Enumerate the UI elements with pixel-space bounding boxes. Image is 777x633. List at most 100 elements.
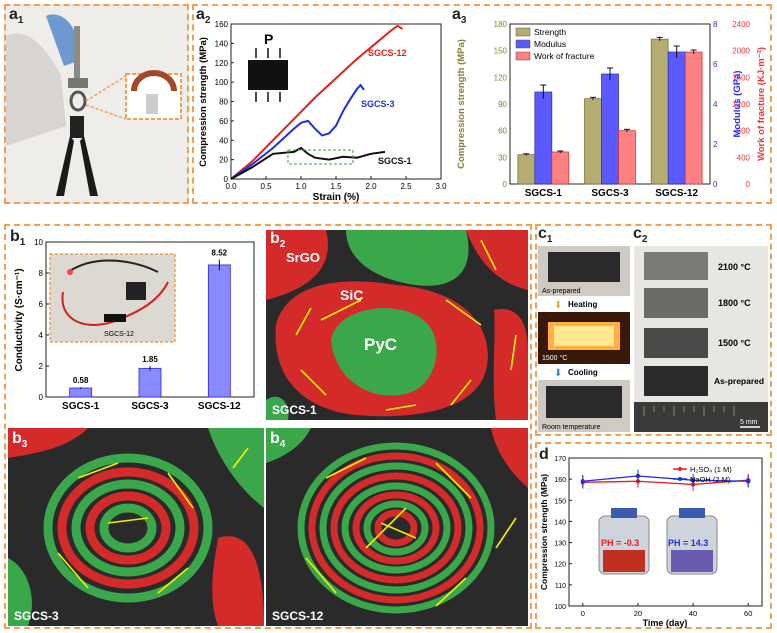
b2-tag: SGCS-1 — [272, 403, 317, 417]
b1-ytick-label: 10 — [34, 238, 43, 247]
d-ph-base: PH = 14.3 — [668, 538, 708, 548]
b1-ytick-label: 0 — [39, 393, 44, 402]
chart-a3-bars: SGCS-1 SGCS-3 SGCS-12 0 30 60 90 120 150 180 0 2 4 6 8… — [456, 20, 767, 199]
a3-ytick3-label: 2000 — [732, 47, 750, 56]
b2-label-srgo: SrGO — [286, 250, 320, 265]
a3-legend-work: Work of fracture — [534, 51, 595, 61]
panel-label-b2: b2 — [270, 230, 286, 251]
a3-ytick2-label: 0 — [713, 180, 718, 189]
b4-tag: SGCS-12 — [272, 609, 324, 623]
d-ytick-label: 140 — [554, 519, 566, 526]
d-ytick-label: 150 — [554, 498, 566, 505]
d-ytick-label: 120 — [554, 562, 566, 569]
a2-series-line-sgcs-1 — [230, 146, 386, 180]
a3-ytick2-label: 4 — [713, 100, 718, 109]
a2-compression-inset: P — [248, 31, 288, 102]
a2-series-label-sgcs12: SGCS-12 — [368, 48, 407, 58]
micrograph-b4: SGCS-12 — [266, 428, 528, 626]
a3-bar-strength — [517, 154, 536, 185]
photo-c1-heating: As-prepared ⬇ Heating 1500 °C ⬇ Cooling … — [538, 246, 630, 432]
a3-bar-work-of-fracture — [684, 51, 703, 185]
b1-ylabel: Conductivity (S·cm⁻¹) — [14, 268, 25, 371]
b1-category-label: SGCS-3 — [131, 401, 169, 412]
panel-label-a1: a1 — [9, 6, 24, 27]
d-ytick-label: 160 — [554, 477, 566, 484]
photo-tensile-test — [6, 6, 187, 202]
b1-value-label: 8.52 — [212, 249, 228, 258]
a2-ytick-label: 40 — [219, 136, 228, 145]
c2-caption-1500: 1500 °C — [718, 338, 751, 348]
d-xlabel: Time (day) — [643, 618, 688, 628]
a3-ytick2-label: 8 — [713, 20, 718, 29]
d-legend-base: NaOH (2 M) — [690, 475, 731, 484]
d-ytick-label: 110 — [555, 583, 566, 590]
d-point — [690, 478, 696, 483]
panel-a2-a3 — [192, 4, 772, 204]
c2-caption-asprepared: As-prepared — [714, 376, 764, 386]
c1-arrow-heating-icon: ⬇ — [554, 300, 562, 311]
a3-bar-modulus — [534, 91, 553, 185]
a3-ylabel3: Work of fracture (KJ·m⁻²) — [756, 47, 767, 161]
d-legend: H₂SO₄ (1 M) NaOH (2 M) — [673, 465, 732, 484]
a3-ytick3-label: 0 — [746, 180, 751, 189]
c2-caption-1800: 1800 °C — [718, 298, 751, 308]
a2-ytick-label: 80 — [219, 98, 228, 107]
a2-ytick-label: 0 — [224, 175, 229, 184]
d-point — [635, 473, 641, 479]
panel-label-b1: b1 — [10, 228, 26, 249]
a2-series-line-sgcs-3 — [230, 83, 365, 180]
a3-ytick3-label: 400 — [737, 153, 751, 162]
panel-label-c1: c1 — [538, 225, 553, 246]
a3-bar-work-of-fracture — [551, 151, 570, 185]
a2-ylabel: Compression strength (MPa) — [198, 37, 209, 167]
micrograph-b3: SGCS-3 — [8, 428, 264, 626]
a2-xtick-label: 0.0 — [225, 182, 237, 191]
a2-ytick-label: 140 — [215, 39, 229, 48]
a3-ytick-label: 60 — [498, 127, 507, 136]
c1-caption-cooling: Cooling — [568, 368, 598, 377]
b1-ytick-label: 6 — [39, 300, 44, 309]
b1-bar — [69, 387, 93, 398]
c2-caption-2100: 2100 °C — [718, 262, 751, 272]
b1-inset-photo: SGCS-12 — [49, 253, 176, 343]
d-point — [580, 479, 585, 484]
b1-ytick-label: 2 — [39, 362, 44, 371]
b3-tag: SGCS-3 — [14, 609, 59, 623]
b1-value-label: 1.85 — [142, 355, 158, 364]
a2-xtick-label: 1.0 — [295, 182, 307, 191]
a3-bar-strength — [650, 38, 669, 185]
panel-label-d: d — [539, 446, 549, 463]
d-ytick-label: 170 — [554, 456, 566, 463]
a3-ytick3-label: 2400 — [732, 20, 750, 29]
panel-label-c2: c2 — [633, 225, 648, 246]
d-xtick-label: 0 — [581, 609, 585, 618]
a3-legend: Strength Modulus Work of fracture — [515, 27, 595, 61]
a3-category-label: SGCS-1 — [525, 188, 563, 199]
a2-xtick-label: 2.5 — [400, 182, 412, 191]
chart-b1-conductivity: 0.581.858.52 SGCS-1 SGCS-3 SGCS-120246810 … — [14, 238, 255, 412]
a2-ytick-label: 120 — [215, 59, 229, 68]
a2-ytick-label: 160 — [215, 20, 229, 29]
panel-c — [535, 224, 772, 436]
a2-ytick-label: 20 — [219, 156, 228, 165]
panel-label-b4: b4 — [270, 430, 286, 451]
b1-ytick-label: 4 — [39, 331, 44, 340]
a3-ytick3-label: 1600 — [732, 73, 750, 82]
d-ytick-label: 130 — [554, 541, 566, 548]
micrograph-b2: SrGO SiC PyC SGCS-1 — [266, 230, 528, 420]
a3-bar-work-of-fracture — [618, 130, 636, 185]
d-series-line — [582, 479, 749, 486]
d-ytick-label: 100 — [554, 604, 566, 611]
a3-ytick-label: 150 — [494, 47, 508, 56]
chart-a2-stress-strain: 0.0 0.5 1.0 1.5 2.0 2.5 3.0 0 20 40 60 80 100 120 140 1… — [198, 20, 447, 203]
a3-ytick2-label: 6 — [713, 60, 718, 69]
b1-category-label: SGCS-12 — [198, 401, 241, 412]
a2-inset-letter: P — [264, 31, 273, 47]
a2-series-label-sgcs1: SGCS-1 — [378, 156, 412, 166]
a2-xtick-label: 0.5 — [260, 182, 272, 191]
d-legend-acid: H₂SO₄ (1 M) — [690, 465, 732, 474]
d-xtick-label: 60 — [744, 609, 752, 618]
panel-d — [535, 442, 772, 629]
b1-inset-caption: SGCS-12 — [104, 331, 134, 338]
a3-ytick3-label: 1200 — [732, 100, 750, 109]
